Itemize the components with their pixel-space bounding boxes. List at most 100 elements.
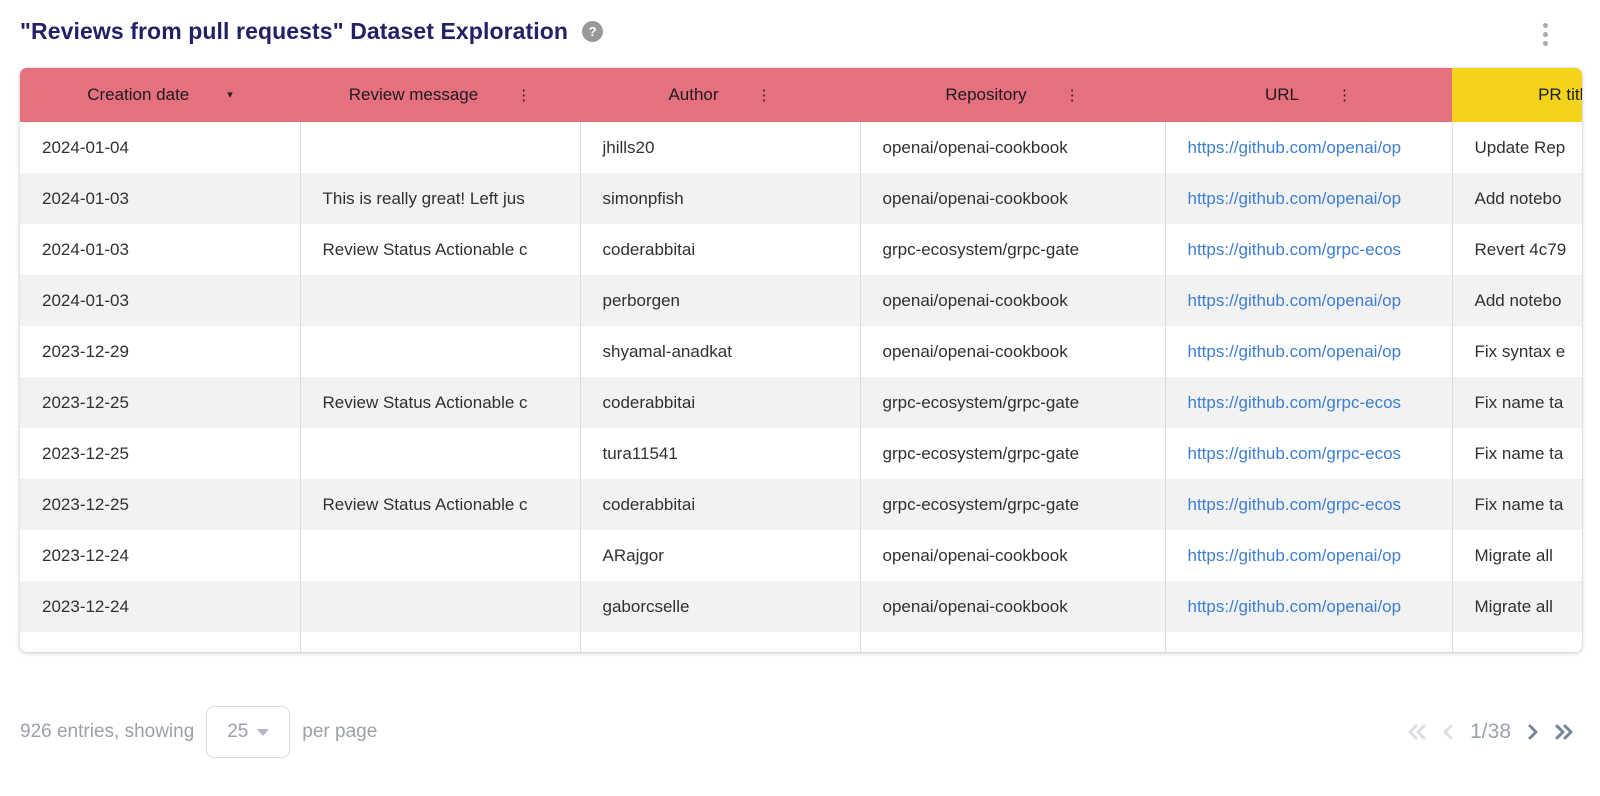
cell-url: https://github.com/openai/op — [1164, 173, 1452, 224]
cell-review-message: Review Status Actionable c — [299, 224, 580, 275]
cell-pr-title: Add notebo — [1451, 173, 1582, 224]
footer-entries: 926 entries, showing 25 per page — [20, 706, 377, 758]
column-menu-icon[interactable]: ⋮ — [756, 86, 772, 104]
pr-url-link[interactable]: https://github.com/openai/op — [1187, 545, 1402, 565]
cell-creation-date: 2023-12-24 — [20, 530, 300, 581]
cell-repository: grpc-ecosystem/grpc-gate — [859, 428, 1165, 479]
table-body: 2024-01-04 jhills20 openai/openai-cookbo… — [20, 122, 1582, 652]
column-header-label: Repository — [945, 85, 1027, 104]
column-header-label: URL — [1264, 85, 1299, 104]
cell-creation-date: 2024-01-03 — [20, 224, 300, 275]
cell-repository: grpc-ecosystem/grpc-gate — [859, 377, 1165, 428]
column-header-label: PR title — [1538, 85, 1582, 104]
cell-url: https://github.com/grpc-ecos — [1164, 428, 1452, 479]
sort-descending-icon[interactable]: ▾ — [227, 88, 233, 101]
page-size-value: 25 — [227, 721, 249, 742]
chevron-down-icon — [257, 728, 270, 736]
cell-pr-title: Add notebo — [1451, 275, 1582, 326]
table-row[interactable]: 2023-12-24 gaborcselle openai/openai-coo… — [20, 581, 1582, 632]
column-header[interactable]: Creation date ▾ — [20, 68, 300, 122]
column-header[interactable]: Repository ⋮ — [860, 68, 1165, 122]
table-row[interactable]: 2023-12-25 tura11541 grpc-ecosystem/grpc… — [20, 428, 1582, 479]
cell-repository — [859, 632, 1165, 652]
cell-creation-date: 2023-12-25 — [20, 377, 300, 428]
cell-repository: grpc-ecosystem/grpc-gate — [859, 224, 1165, 275]
table-row[interactable]: 2024-01-04 jhills20 openai/openai-cookbo… — [20, 122, 1582, 173]
cell-repository: openai/openai-cookbook — [859, 122, 1165, 173]
table-row-partial[interactable] — [20, 632, 1582, 652]
per-page-text: per page — [302, 721, 378, 742]
cell-url: https://github.com/openai/op — [1164, 275, 1452, 326]
cell-pr-title: Migrate all — [1451, 530, 1582, 581]
cell-author: coderabbitai — [579, 377, 860, 428]
pr-url-link[interactable]: https://github.com/grpc-ecos — [1187, 239, 1402, 259]
cell-repository: openai/openai-cookbook — [859, 173, 1165, 224]
page-title: "Reviews from pull requests" Dataset Exp… — [20, 18, 569, 44]
column-header[interactable]: Review message ⋮ — [300, 68, 580, 122]
cell-author: gaborcselle — [579, 581, 860, 632]
cell-url: https://github.com/grpc-ecos — [1164, 377, 1452, 428]
cell-creation-date: 2024-01-03 — [20, 275, 300, 326]
column-header[interactable]: Author ⋮ — [580, 68, 860, 122]
column-header[interactable]: URL ⋮ — [1165, 68, 1452, 122]
column-menu-icon[interactable]: ⋮ — [1337, 86, 1352, 104]
cell-pr-title: Migrate all — [1451, 581, 1582, 632]
table-row[interactable]: 2024-01-03 This is really great! Left ju… — [20, 173, 1582, 224]
cell-url: https://github.com/openai/op — [1164, 122, 1452, 173]
pr-url-link[interactable]: https://github.com/openai/op — [1187, 596, 1402, 616]
pr-url-link[interactable]: https://github.com/grpc-ecos — [1187, 392, 1402, 412]
pr-url-link[interactable]: https://github.com/openai/op — [1187, 290, 1402, 310]
cell-url: https://github.com/openai/op — [1164, 530, 1452, 581]
cell-repository: grpc-ecosystem/grpc-gate — [859, 479, 1165, 530]
kebab-menu-icon[interactable] — [1541, 21, 1550, 48]
page-size-select[interactable]: 25 — [206, 706, 291, 758]
help-icon[interactable]: ? — [582, 21, 604, 42]
column-header-label: Author — [668, 85, 719, 104]
cell-pr-title — [1451, 632, 1582, 652]
next-page-icon[interactable] — [1525, 723, 1541, 741]
cell-author: simonpfish — [579, 173, 860, 224]
cell-repository: openai/openai-cookbook — [859, 581, 1165, 632]
page-indicator: 1/38 — [1470, 720, 1511, 743]
cell-url: https://github.com/grpc-ecos — [1164, 224, 1452, 275]
cell-url — [1164, 632, 1452, 652]
cell-repository: openai/openai-cookbook — [859, 326, 1165, 377]
cell-url: https://github.com/grpc-ecos — [1164, 479, 1452, 530]
column-menu-icon[interactable]: ⋮ — [516, 86, 532, 104]
cell-repository: openai/openai-cookbook — [859, 530, 1165, 581]
previous-page-icon[interactable] — [1440, 723, 1456, 741]
table-row[interactable]: 2023-12-25 Review Status Actionable c co… — [20, 479, 1582, 530]
column-header[interactable]: PR title ⋮ — [1452, 68, 1582, 122]
cell-review-message — [299, 530, 580, 581]
cell-url: https://github.com/openai/op — [1164, 581, 1452, 632]
column-header-label: Review message — [348, 85, 479, 104]
table-header-row: Creation date ▾ Review message ⋮ Author … — [20, 68, 1582, 122]
cell-author — [579, 632, 860, 652]
cell-pr-title: Update Rep — [1451, 122, 1582, 173]
cell-url: https://github.com/openai/op — [1164, 326, 1452, 377]
cell-author: coderabbitai — [579, 479, 860, 530]
cell-pr-title: Revert 4c79 — [1451, 224, 1582, 275]
table-row[interactable]: 2024-01-03 Review Status Actionable c co… — [20, 224, 1582, 275]
pr-url-link[interactable]: https://github.com/openai/op — [1187, 188, 1402, 208]
cell-creation-date: 2023-12-29 — [20, 326, 300, 377]
table-row[interactable]: 2023-12-29 shyamal-anadkat openai/openai… — [20, 326, 1582, 377]
table-row[interactable]: 2023-12-25 Review Status Actionable c co… — [20, 377, 1582, 428]
page-header: "Reviews from pull requests" Dataset Exp… — [20, 18, 604, 45]
cell-review-message: This is really great! Left jus — [299, 173, 580, 224]
pr-url-link[interactable]: https://github.com/openai/op — [1187, 137, 1402, 157]
table-row[interactable]: 2023-12-24 ARajgor openai/openai-cookboo… — [20, 530, 1582, 581]
last-page-icon[interactable] — [1552, 723, 1576, 741]
pr-url-link[interactable]: https://github.com/openai/op — [1187, 341, 1402, 361]
cell-review-message — [299, 632, 580, 652]
table-row[interactable]: 2024-01-03 perborgen openai/openai-cookb… — [20, 275, 1582, 326]
cell-author: jhills20 — [579, 122, 860, 173]
pr-url-link[interactable]: https://github.com/grpc-ecos — [1187, 494, 1402, 514]
cell-pr-title: Fix syntax e — [1451, 326, 1582, 377]
cell-review-message — [299, 326, 580, 377]
first-page-icon[interactable] — [1405, 723, 1429, 741]
cell-repository: openai/openai-cookbook — [859, 275, 1165, 326]
cell-creation-date — [20, 632, 300, 652]
column-menu-icon[interactable]: ⋮ — [1064, 86, 1080, 104]
pr-url-link[interactable]: https://github.com/grpc-ecos — [1187, 443, 1402, 463]
